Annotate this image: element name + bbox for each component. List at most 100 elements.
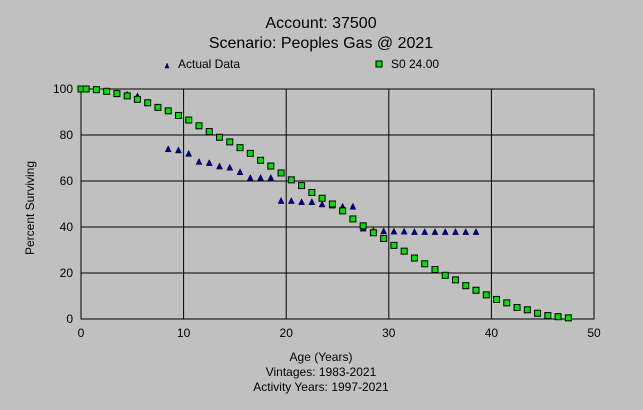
s0-point [554, 313, 562, 321]
s0-point [513, 304, 521, 311]
legend-label-actual: Actual Data [178, 57, 240, 71]
chart-subtitle: Scenario: Peoples Gas @ 2021 [209, 35, 433, 52]
actual-data-point [257, 173, 264, 181]
actual-data-point [452, 228, 459, 235]
actual-data-point [216, 162, 223, 170]
s0-point [92, 86, 100, 94]
s0-point [257, 156, 265, 164]
actual-data-point [164, 145, 172, 153]
actual-data-point [298, 198, 305, 205]
s0-point [154, 103, 162, 111]
x-tick-label: 40 [485, 326, 499, 340]
y-tick-label: 0 [66, 312, 73, 326]
s0-point [318, 194, 326, 202]
x-tick-label: 0 [78, 326, 85, 340]
s0-point [308, 189, 316, 196]
actual-data-point [431, 228, 439, 235]
s0-point [267, 162, 275, 170]
actual-data-point [318, 200, 326, 208]
s0-point [503, 299, 511, 307]
s0-point [462, 282, 470, 290]
plot-frame [80, 88, 595, 320]
actual-data-point [390, 227, 398, 235]
x-tick-label: 10 [177, 326, 191, 340]
s0-point [441, 271, 449, 279]
s0-point [113, 90, 121, 98]
s0-point [82, 85, 90, 93]
s0-point [164, 107, 172, 115]
s0-point [493, 295, 501, 303]
s0-point [339, 207, 347, 215]
x-tick-label: 20 [280, 326, 294, 340]
actual-data-point [462, 228, 470, 235]
actual-data-point [400, 227, 408, 235]
actual-data-point [185, 149, 193, 157]
y-tick-label: 100 [53, 82, 73, 96]
x-tick-label: 50 [587, 326, 601, 340]
legend-triangle-marker [164, 62, 170, 69]
y-tick-label: 60 [60, 174, 74, 188]
s0-point [328, 200, 336, 208]
actual-data-point [380, 227, 388, 235]
actual-data-point [472, 228, 480, 235]
s0-point [451, 276, 459, 284]
s0-point [277, 169, 285, 177]
s0-point [380, 235, 388, 242]
legend-square-marker [375, 60, 383, 68]
s0-point [103, 87, 111, 95]
actual-data-point [277, 196, 285, 204]
y-tick-label: 80 [60, 128, 74, 142]
s0-point [544, 312, 552, 320]
actual-data-point [246, 173, 254, 181]
s0-point [369, 229, 377, 237]
actual-data-point [175, 146, 182, 154]
s0-point [482, 291, 490, 299]
y-tick-label: 40 [60, 220, 74, 234]
s0-point [359, 222, 367, 230]
s0-point [287, 176, 295, 184]
s0-point [421, 260, 429, 268]
s0-point [523, 306, 531, 314]
actual-data-point [226, 163, 234, 171]
s0-point [410, 254, 418, 262]
s0-point [431, 266, 439, 274]
s0-point [144, 99, 152, 107]
s0-point [236, 144, 244, 152]
y-tick-label: 20 [60, 266, 74, 280]
chart-title: Account: 37500 [265, 15, 376, 32]
s0-point [133, 95, 141, 103]
note-activity-years: Activity Years: 1997-2021 [253, 380, 389, 394]
s0-point [390, 241, 398, 249]
s0-point [349, 215, 357, 223]
legend: Actual Data S0 24.00 [164, 57, 439, 71]
actual-data-point [308, 198, 316, 205]
legend-label-s0: S0 24.00 [391, 57, 439, 71]
s0-point [174, 111, 182, 119]
actual-data-point [411, 228, 418, 235]
s0-point [185, 116, 193, 124]
actual-data-point [195, 157, 203, 165]
note-vintages: Vintages: 1983-2021 [266, 365, 377, 379]
x-tick-label: 30 [382, 326, 396, 340]
s0-point [298, 182, 306, 190]
s0-point [400, 247, 408, 255]
actual-data-point [267, 173, 275, 181]
actual-data-point [349, 202, 357, 210]
s0-point [472, 286, 480, 294]
s0-point [534, 309, 542, 317]
s0-point [246, 149, 254, 157]
actual-data-point [441, 228, 449, 235]
s0-point [216, 133, 224, 141]
s0-point [564, 314, 572, 322]
actual-data-point [205, 159, 213, 166]
x-axis-label: Age (Years) [290, 350, 353, 364]
s0-point [205, 128, 213, 136]
s0-point [226, 138, 234, 146]
actual-data-point [236, 168, 244, 176]
actual-data-point [287, 196, 295, 204]
s0-point [123, 92, 131, 100]
y-axis-label: Percent Surviving [23, 161, 37, 255]
s0-point [195, 122, 203, 130]
